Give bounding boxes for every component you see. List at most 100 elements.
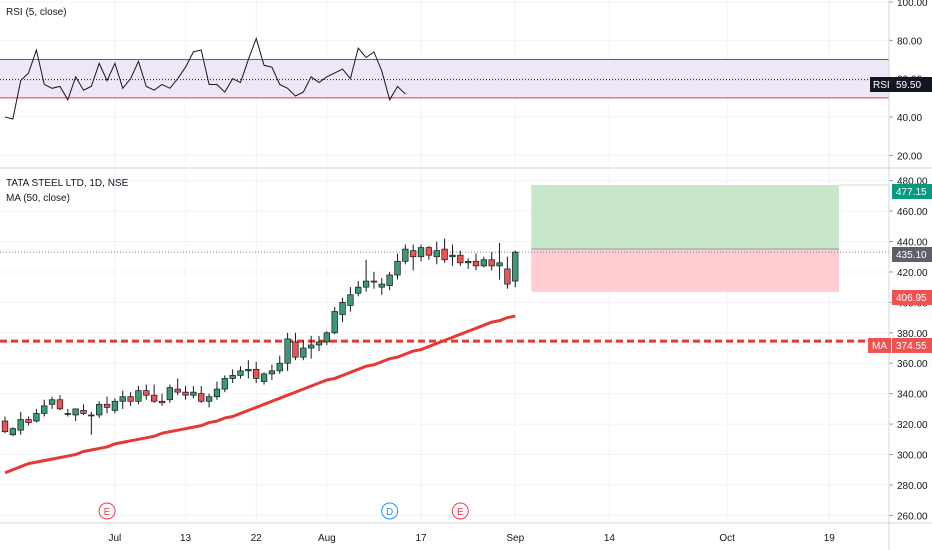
candle-body (127, 396, 134, 402)
candle (245, 360, 252, 379)
candle (41, 399, 48, 417)
candle (276, 355, 283, 374)
candle-body (378, 283, 385, 288)
candle (17, 411, 24, 435)
candle-body (410, 250, 417, 258)
candle (268, 364, 276, 380)
time-tick-label: Sep (506, 533, 524, 544)
price-title: TATA STEEL LTD, 1D, NSE (6, 178, 129, 189)
earnings-marker (98, 502, 116, 520)
candle (96, 401, 103, 419)
candle (323, 331, 330, 345)
candle-body (174, 388, 181, 393)
time-tick-label: 13 (180, 533, 192, 544)
price-axis-label: 440.00 (897, 238, 928, 249)
candle (284, 332, 291, 371)
rsi-pane (0, 36, 889, 120)
ma-tag-label-bg (868, 338, 891, 353)
candle-body (449, 254, 456, 258)
rsi-line (4, 36, 406, 120)
candle-body (80, 410, 87, 414)
candle (480, 256, 487, 268)
ma-tag: 374.55 (896, 341, 927, 352)
candle (339, 297, 346, 323)
candle-body (465, 260, 472, 264)
candle (190, 386, 197, 399)
candle (449, 244, 456, 266)
candle-body (135, 390, 142, 402)
candle (331, 306, 338, 335)
candle-body (166, 387, 174, 401)
candle-body (213, 388, 221, 398)
candle (64, 408, 71, 417)
candle-body (103, 403, 111, 408)
candle (151, 384, 158, 403)
candle-body (229, 375, 236, 379)
candle-body (315, 341, 323, 346)
price-axis-label: 480.00 (897, 177, 928, 188)
candle (300, 340, 307, 361)
stop-tag: 406.95 (896, 293, 927, 304)
candle (457, 250, 464, 266)
candle-body (441, 248, 448, 261)
candle (496, 243, 503, 280)
candle (143, 384, 150, 400)
price-axis-label: 380.00 (897, 329, 928, 340)
candle (417, 244, 425, 262)
candle-body (504, 268, 511, 285)
candle (472, 253, 480, 271)
candle (111, 398, 119, 414)
candle (127, 392, 134, 406)
rsi-axis-label: 20.00 (897, 151, 922, 162)
candle-body (300, 347, 307, 358)
rsi-tag-label: RSI (873, 80, 890, 91)
time-tick-label: 19 (824, 533, 836, 544)
rsi-value-tag: 59.50 (896, 80, 921, 91)
candle-body (48, 399, 56, 405)
candle-body (96, 403, 103, 416)
candle (441, 238, 448, 263)
candle (488, 252, 495, 271)
candle-body (33, 413, 40, 422)
price-axis-label: 300.00 (897, 451, 928, 462)
candle (347, 287, 354, 312)
candle (48, 396, 56, 409)
candle-body (417, 247, 425, 258)
candle (1, 416, 9, 434)
candle (174, 378, 181, 396)
candle-body (284, 338, 291, 364)
candle (205, 393, 213, 408)
candle (362, 259, 370, 292)
candle-body (88, 414, 95, 417)
candle (88, 411, 95, 435)
candle-body (370, 280, 378, 283)
candle (386, 271, 393, 291)
candle (56, 395, 64, 411)
candle-body (433, 250, 440, 258)
candle-body (457, 254, 464, 264)
rsi-title: RSI (5, close) (6, 7, 67, 18)
position-target-zone (531, 184, 839, 249)
candle-body (17, 419, 24, 431)
candle (465, 258, 472, 269)
candle-body (198, 393, 205, 402)
candle (80, 404, 87, 415)
time-tick-label: 14 (604, 533, 616, 544)
candle-body (41, 405, 48, 414)
price-axis-label: 420.00 (897, 268, 928, 279)
candle (166, 384, 174, 403)
price-axis-label: 260.00 (897, 511, 928, 522)
candle (425, 246, 433, 260)
candle (33, 408, 40, 423)
candle-body (245, 368, 252, 372)
candle (253, 361, 260, 384)
candle (260, 372, 268, 385)
price-axis-label: 460.00 (897, 207, 928, 218)
stop-tag-bg (892, 290, 932, 305)
candle-body (323, 332, 330, 343)
rsi-value-tag-bg (892, 77, 932, 92)
candle-body (347, 294, 354, 306)
candle-body (268, 370, 276, 375)
candle-body (480, 259, 487, 267)
time-tick-label: Aug (318, 533, 336, 544)
